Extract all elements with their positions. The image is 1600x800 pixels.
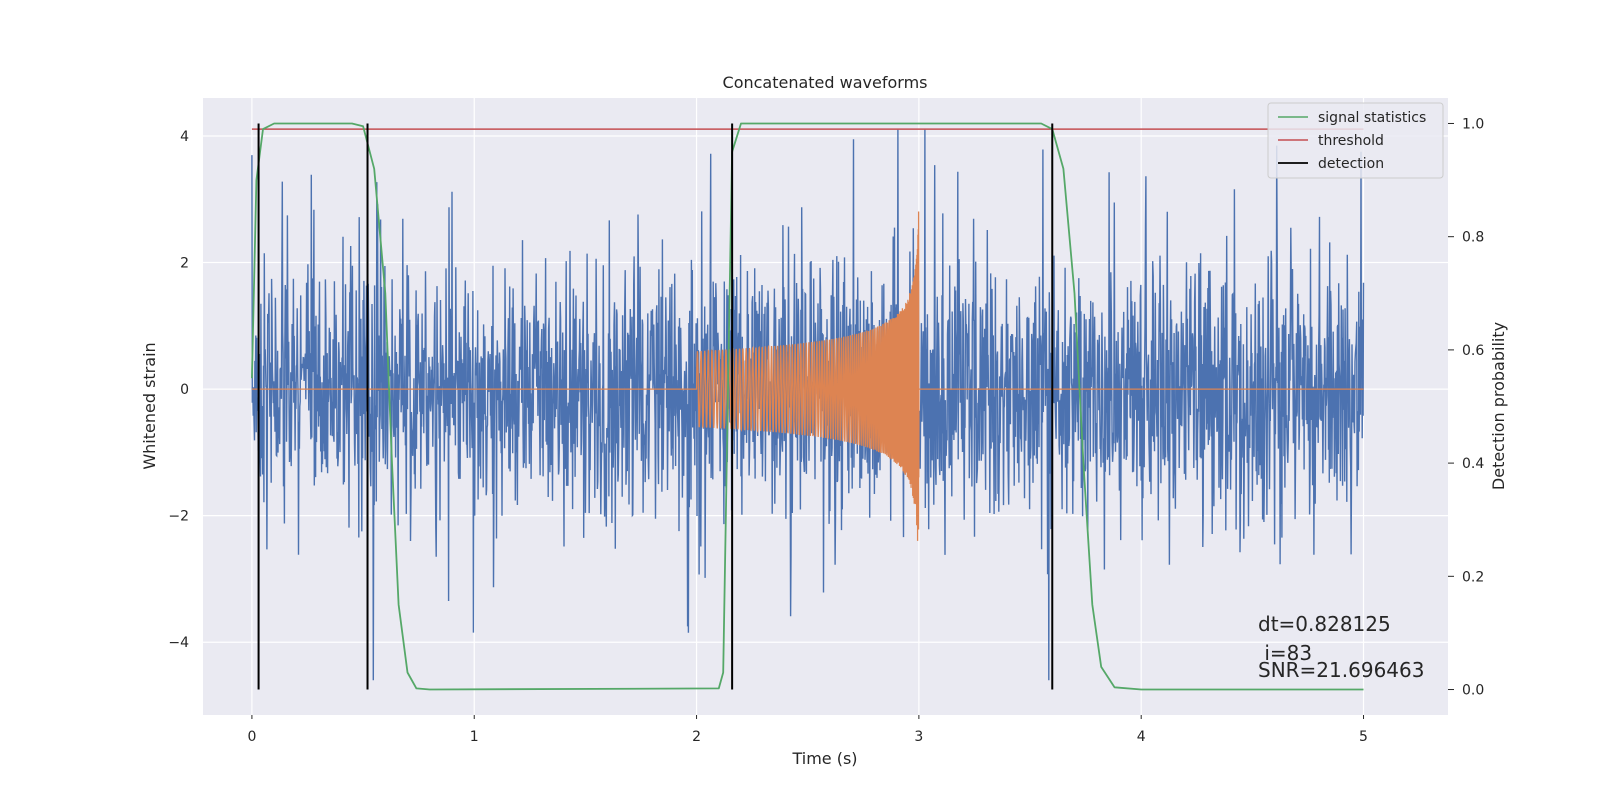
annotation-i: i=83 xyxy=(1258,641,1312,665)
y2-axis-label: Detection probability xyxy=(1489,322,1508,490)
y2-tick-label: 0.4 xyxy=(1462,456,1484,472)
whitened-strain-layer xyxy=(251,129,1365,681)
legend-box xyxy=(1267,102,1444,179)
y2-tick-label: 0.8 xyxy=(1462,230,1484,246)
y-tick-label: 4 xyxy=(180,129,189,145)
y2-tick-label: 1.0 xyxy=(1462,116,1484,132)
series-signal-statistics xyxy=(251,122,1364,691)
chart-title: Concatenated waveforms xyxy=(723,73,928,92)
annotation-dt: dt=0.828125 xyxy=(1258,612,1391,636)
x-axis-label: Time (s) xyxy=(791,749,857,768)
x-axis-ticks: 0 1 2 3 4 5 xyxy=(247,715,1368,745)
y-tick-label: −2 xyxy=(168,509,189,525)
y2-tick-label: 0.0 xyxy=(1462,683,1484,699)
legend-label-detection: detection xyxy=(1318,156,1384,172)
y2-axis-ticks: 0.0 0.2 0.4 0.6 0.8 1.0 xyxy=(1448,116,1484,699)
annotation-snr: SNR=21.696463 xyxy=(1258,658,1424,682)
x-tick-label: 4 xyxy=(1137,729,1146,745)
x-tick-label: 5 xyxy=(1359,729,1368,745)
legend-label-signal-statistics: signal statistics xyxy=(1318,110,1426,126)
x-tick-label: 1 xyxy=(470,729,479,745)
y-tick-label: −4 xyxy=(168,635,189,651)
x-tick-label: 3 xyxy=(914,729,923,745)
y-tick-label: 2 xyxy=(180,256,189,272)
x-tick-label: 0 xyxy=(247,729,256,745)
legend-label-threshold: threshold xyxy=(1318,133,1384,149)
y-axis-ticks: −4 −2 0 2 4 xyxy=(168,129,189,651)
x-tick-label: 2 xyxy=(692,729,701,745)
y-axis-label: Whitened strain xyxy=(140,342,159,469)
series-template-strain xyxy=(251,211,1364,541)
probability-layer xyxy=(251,122,1364,691)
legend: signal statistics threshold detection xyxy=(1267,102,1444,179)
y-tick-label: 0 xyxy=(180,382,189,398)
y2-tick-label: 0.2 xyxy=(1462,569,1484,585)
y2-tick-label: 0.6 xyxy=(1462,343,1484,359)
